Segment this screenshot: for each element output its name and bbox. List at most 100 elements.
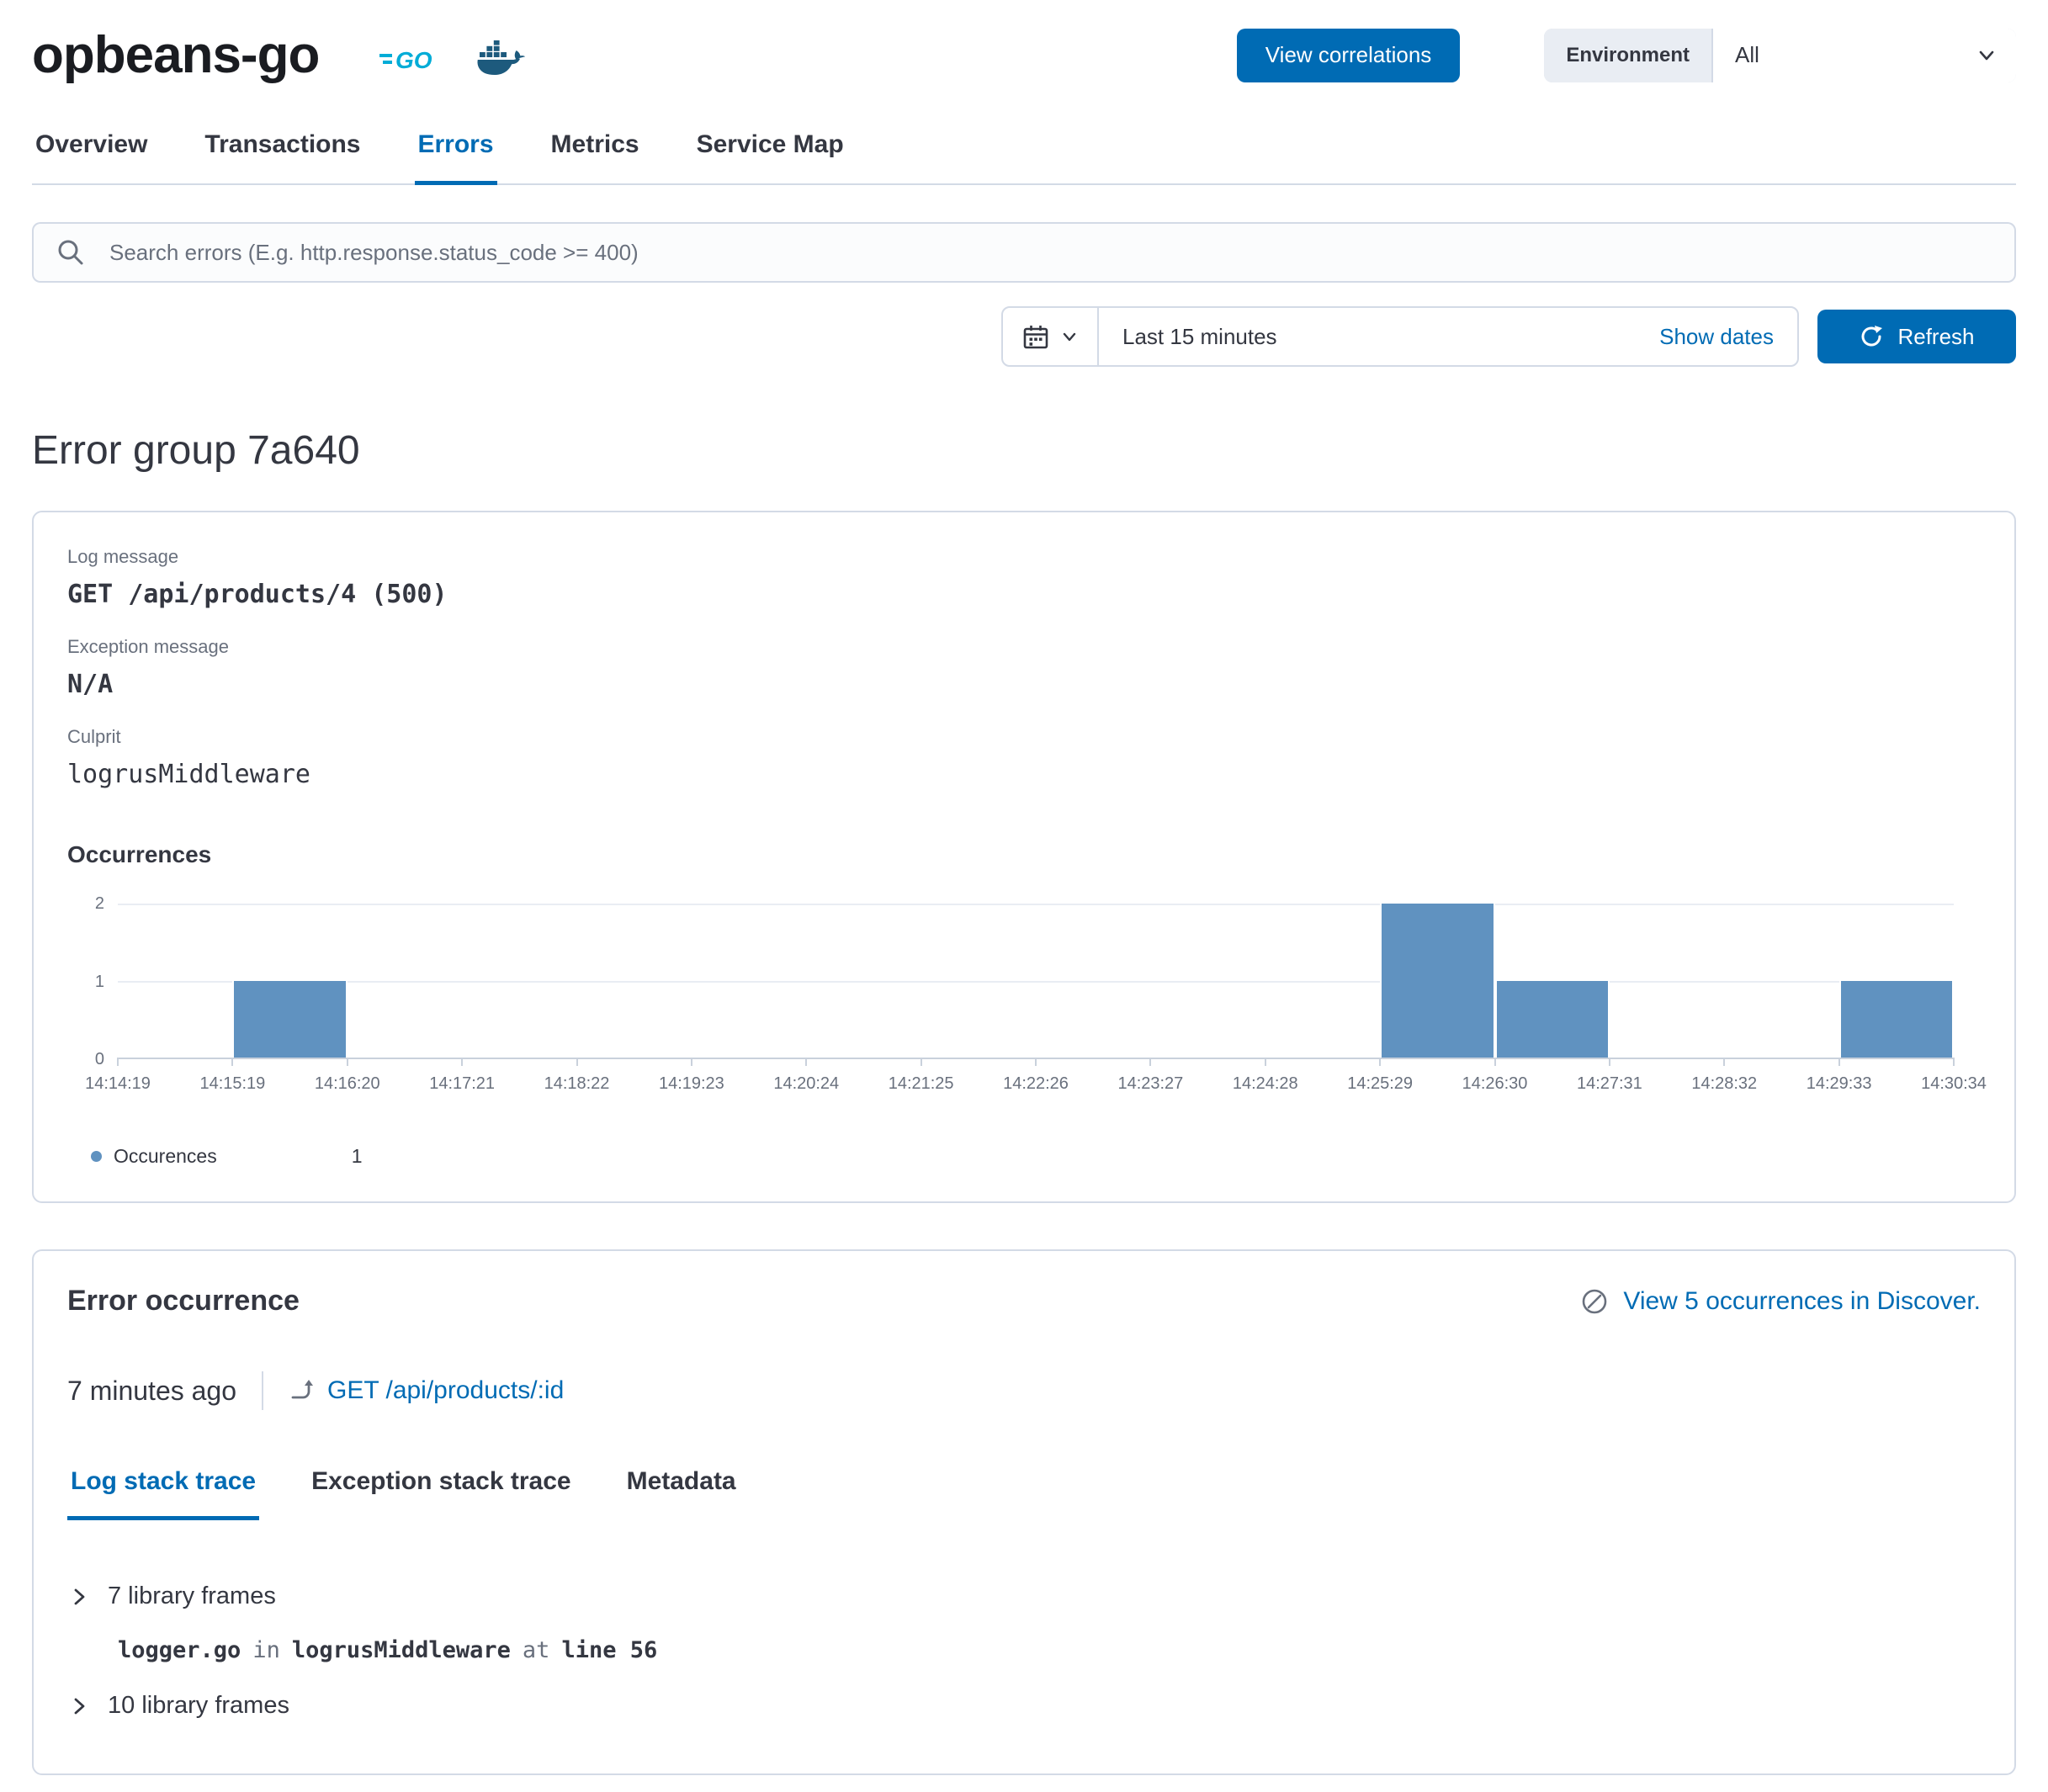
vertical-divider (262, 1371, 264, 1410)
log-message-value: GET /api/products/4 (500) (67, 580, 448, 609)
error-occurrence-title: Error occurrence (67, 1285, 300, 1317)
y-axis-tick-label: 1 (94, 972, 104, 991)
tab-errors[interactable]: Errors (414, 124, 497, 185)
discover-icon (1583, 1289, 1607, 1313)
gridline (118, 980, 1954, 983)
service-name-title: opbeans-go (32, 26, 320, 84)
legend-series-label[interactable]: Occurences (114, 1145, 217, 1167)
service-nav-tabs: Overview Transactions Errors Metrics Ser… (32, 124, 2016, 185)
x-axis-tick (461, 1058, 464, 1066)
x-axis-tick (1723, 1058, 1726, 1066)
search-errors-input[interactable] (32, 222, 2016, 283)
occurrence-timestamp: 7 minutes ago (67, 1375, 237, 1406)
culprit-label: Culprit (67, 726, 121, 747)
library-frames-top-label: 7 library frames (108, 1583, 276, 1609)
stack-frame-row[interactable]: logger.go in logrusMiddleware at line 56 (118, 1637, 1981, 1663)
transaction-link[interactable]: GET /api/products/:id (289, 1376, 564, 1405)
x-axis-tick (690, 1058, 692, 1066)
service-header: opbeans-go GO View correlations Environm… (32, 0, 2016, 85)
transaction-link-label: GET /api/products/:id (327, 1376, 565, 1404)
x-axis-tick (1379, 1058, 1382, 1066)
x-axis-tick-label: 14:20:24 (773, 1074, 840, 1093)
transaction-icon (291, 1380, 314, 1399)
error-occurrence-card: Error occurrence View 5 occurrences in D… (32, 1249, 2016, 1775)
x-axis-tick-label: 14:24:28 (1232, 1074, 1298, 1093)
environment-select[interactable]: All (1713, 28, 2016, 82)
x-axis-tick-label: 14:22:26 (1003, 1074, 1069, 1093)
x-axis-tick-label: 14:27:31 (1576, 1074, 1642, 1093)
exception-message-label: Exception message (67, 636, 229, 657)
x-axis-tick (576, 1058, 578, 1066)
frame-at-keyword: at (522, 1637, 550, 1663)
x-axis-tick (1494, 1058, 1496, 1066)
x-axis-tick-label: 14:30:34 (1921, 1074, 1987, 1093)
gridline (118, 904, 1954, 905)
frame-file: logger.go (118, 1637, 241, 1663)
x-axis-tick-label: 14:14:19 (85, 1074, 151, 1093)
time-filter-row: Last 15 minutes Show dates Refresh (32, 306, 2016, 367)
chart-bar (232, 980, 348, 1058)
library-frames-toggle-bottom[interactable]: 10 library frames (67, 1692, 1981, 1720)
time-range-value[interactable]: Last 15 minutes (1122, 323, 1277, 349)
x-axis-tick-label: 14:29:33 (1806, 1074, 1872, 1093)
x-axis-tick (1838, 1058, 1840, 1066)
tab-exception-stack-trace[interactable]: Exception stack trace (311, 1467, 571, 1495)
x-axis-tick (920, 1058, 922, 1066)
tab-overview[interactable]: Overview (35, 130, 148, 158)
x-axis-tick (1149, 1058, 1152, 1066)
search-bar (32, 222, 2016, 283)
refresh-button-label: Refresh (1897, 323, 1975, 349)
occurrences-chart-plot (117, 904, 1955, 1066)
x-axis-tick (346, 1058, 348, 1066)
x-axis-tick (1953, 1058, 1955, 1066)
chart-bar (1838, 980, 1954, 1058)
calendar-icon (1023, 326, 1048, 349)
stack-trace-tabs: Log stack trace Exception stack trace Me… (67, 1467, 1981, 1520)
show-dates-button[interactable]: Show dates (1659, 323, 1774, 349)
x-axis-tick-label: 14:18:22 (544, 1074, 610, 1093)
x-axis-tick-label: 14:21:25 (888, 1074, 954, 1093)
occurrences-chart-yaxis: 0 1 2 (67, 894, 104, 1068)
legend-series-value: 1 (351, 1145, 363, 1167)
library-frames-toggle-top[interactable]: 7 library frames (67, 1583, 1981, 1610)
x-axis-tick-label: 14:16:20 (314, 1074, 380, 1093)
x-axis-tick (231, 1058, 234, 1066)
chart-legend: Occurences 1 (67, 1145, 1981, 1168)
refresh-button[interactable]: Refresh (1817, 310, 2016, 363)
refresh-icon (1862, 326, 1883, 347)
chevron-down-icon (1063, 332, 1076, 342)
tab-metadata[interactable]: Metadata (626, 1467, 736, 1495)
quick-select-button[interactable] (1003, 308, 1099, 365)
y-axis-tick-label: 0 (94, 1050, 104, 1068)
chart-bar (1380, 904, 1495, 1058)
discover-link-label: View 5 occurrences in Discover. (1623, 1286, 1981, 1315)
occurrences-title: Occurrences (67, 841, 212, 867)
tab-transactions[interactable]: Transactions (204, 130, 361, 158)
x-axis-tick-label: 14:23:27 (1117, 1074, 1184, 1093)
environment-label: Environment (1544, 28, 1713, 82)
environment-select-group: Environment All (1544, 28, 2016, 82)
x-axis-tick-label: 14:19:23 (658, 1074, 724, 1093)
error-occurrence-header: Error occurrence View 5 occurrences in D… (67, 1285, 1981, 1317)
tab-log-stack-trace[interactable]: Log stack trace (67, 1467, 260, 1520)
chevron-down-icon (1979, 50, 1994, 60)
x-axis-tick (1035, 1058, 1037, 1066)
x-axis-tick (1608, 1058, 1610, 1066)
view-occurrences-discover-link[interactable]: View 5 occurrences in Discover. (1579, 1286, 1981, 1317)
environment-value: All (1735, 42, 1759, 67)
x-axis-tick-label: 14:17:21 (429, 1074, 496, 1093)
frame-function: logrusMiddleware (291, 1637, 511, 1663)
occurrences-chart-xaxis: 14:14:19 14:15:19 14:16:20 14:17:21 14:18:22… (85, 1074, 1987, 1098)
svg-text:GO: GO (395, 47, 432, 73)
frame-in-keyword: in (252, 1637, 280, 1663)
legend-dot-icon (91, 1151, 102, 1162)
view-correlations-button[interactable]: View correlations (1236, 28, 1461, 82)
tab-metrics[interactable]: Metrics (550, 130, 639, 158)
chart-bar (1494, 980, 1610, 1058)
exception-message-value: N/A (67, 670, 114, 699)
tab-service-map[interactable]: Service Map (696, 130, 844, 158)
chevron-right-icon (74, 1588, 85, 1604)
frame-line-number: line 56 (561, 1637, 658, 1663)
